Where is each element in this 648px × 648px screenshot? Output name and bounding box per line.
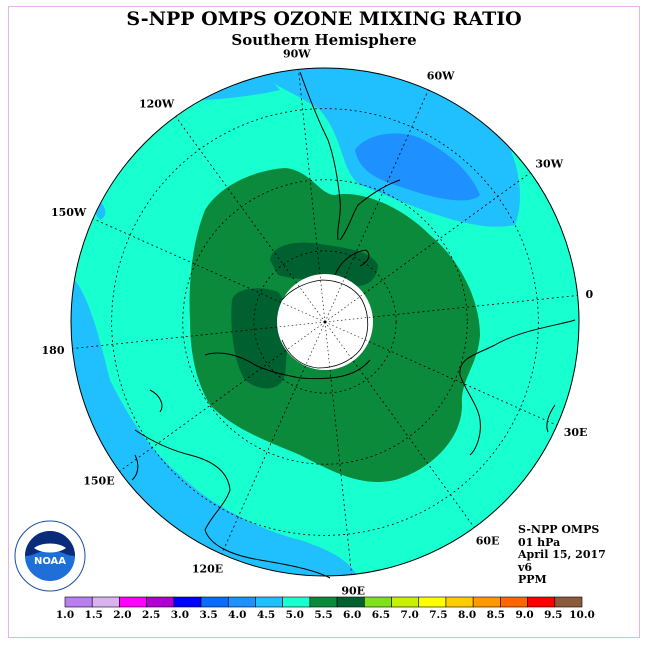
latitude-circle (111, 108, 539, 536)
pole-meridian-line (285, 321, 326, 351)
globe-outline (70, 67, 580, 577)
meridian-line (352, 360, 475, 528)
longitude-label: 90E (341, 585, 365, 598)
pole-meridian-line (324, 316, 373, 323)
meridian-line (363, 172, 531, 295)
longitude-label: 30E (564, 426, 588, 439)
pole-meridian-line (324, 278, 345, 323)
longitude-label: 150E (83, 475, 114, 488)
coastline-antarctica (204, 352, 371, 380)
page-subtitle: Southern Hemisphere (231, 31, 417, 49)
longitude-label: 60W (427, 69, 455, 82)
pole-graticule (277, 274, 373, 370)
coastline-antarctic-peninsula (334, 249, 370, 276)
page-frame (8, 6, 640, 638)
meridian-line (119, 349, 287, 472)
coastline-madagascar (546, 404, 556, 433)
meridian-line (344, 89, 429, 279)
pole-meridian-line (277, 321, 326, 328)
coastline-africa (459, 319, 576, 456)
longitude-label: 180 (42, 344, 65, 357)
longitude-label: 30W (535, 157, 563, 170)
longitude-label: 0 (586, 288, 594, 301)
graticule (72, 69, 578, 575)
meridian-line (372, 295, 578, 318)
logo-text: NOAA (34, 556, 66, 567)
coastline-south-america (299, 71, 401, 241)
ozone-dark-green-region-west (231, 288, 288, 389)
pole-meridian-line (324, 321, 369, 342)
latitude-circle (253, 250, 397, 394)
longitude-label: 60E (476, 534, 500, 547)
coastline-australia (134, 429, 331, 579)
info-block: S-NPP OMPS 01 hPa April 15, 2017 v6 PPM (518, 523, 606, 587)
longitude-label: 120E (192, 563, 223, 576)
longitude-label: 120W (139, 98, 175, 111)
coastline-new-zealand (131, 389, 163, 481)
pole-meridian-line (305, 321, 326, 366)
info-level: 01 hPa (518, 535, 561, 549)
info-date: April 15, 2017 (518, 548, 606, 561)
latitude-circle (182, 179, 468, 465)
longitude-labels: 0 30E 60E 90E 120E 150E 180 150W 120W 90W 60W 30W (42, 48, 594, 598)
info-version: v6 (518, 560, 533, 574)
meridian-line (368, 341, 558, 426)
longitude-label: 150W (51, 206, 87, 219)
info-units: PPM (518, 573, 547, 586)
meridian-line (329, 369, 352, 575)
pole-meridian-line (319, 274, 326, 323)
south-pole-marker (323, 320, 327, 324)
meridian-line (175, 116, 298, 284)
coastlines (131, 71, 576, 579)
meridian-line (92, 218, 282, 303)
coastline-antarctica-inner (281, 279, 369, 369)
meridian-line (221, 365, 306, 555)
info-instrument: S-NPP OMPS (518, 523, 600, 536)
pole-meridian-line (296, 282, 326, 323)
ozone-dark-blue-region (355, 133, 480, 201)
pole-meridian-line (281, 302, 326, 323)
pole-meridian-line (324, 321, 354, 362)
ozone-dark-green-region-north (270, 242, 378, 287)
meridian-line (298, 69, 321, 275)
page-title: S-NPP OMPS OZONE MIXING RATIO (126, 8, 522, 30)
noaa-logo: NOAA (14, 520, 86, 592)
longitude-label: 90W (283, 48, 311, 61)
pole-meridian-line (324, 321, 331, 370)
pole-meridian-line (324, 293, 365, 323)
meridian-line (72, 326, 278, 349)
